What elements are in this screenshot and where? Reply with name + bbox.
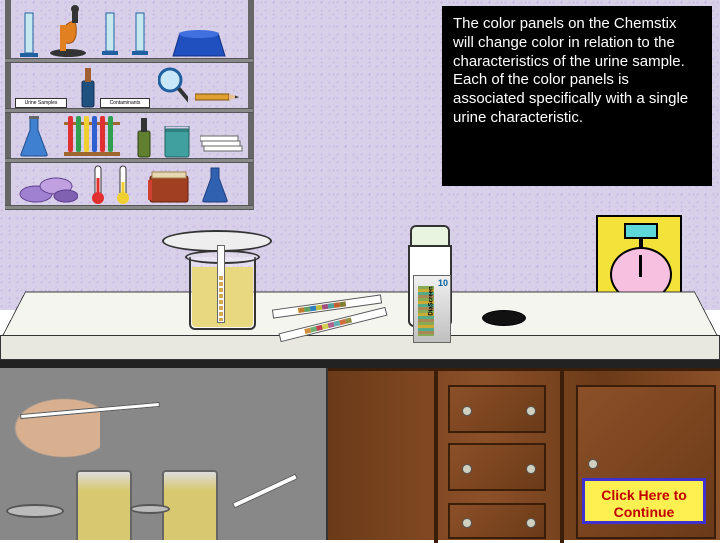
diascreen-label: 10 DiaScreen bbox=[413, 275, 451, 343]
urine-sample-cup[interactable] bbox=[185, 245, 260, 330]
timer-hand-icon bbox=[639, 255, 642, 277]
drawer-bottom[interactable] bbox=[448, 503, 546, 539]
diascreen-body: 10 DiaScreen bbox=[408, 245, 452, 327]
drawer-top[interactable] bbox=[448, 385, 546, 433]
centrifuge-icon[interactable] bbox=[168, 28, 230, 58]
continue-button[interactable]: Click Here to Continue bbox=[582, 478, 706, 524]
shelf-post-right bbox=[248, 0, 254, 210]
timer-start-button[interactable] bbox=[624, 223, 658, 239]
petri-dishes-icon[interactable] bbox=[18, 168, 78, 204]
shelf-board-4 bbox=[5, 205, 253, 210]
photo-cup-2-icon bbox=[162, 470, 218, 540]
magnifier-icon[interactable] bbox=[158, 66, 188, 108]
diascreen-number: 10 bbox=[438, 278, 448, 288]
photo-strip-2-icon bbox=[232, 473, 298, 508]
diascreen-brand: DiaScreen bbox=[429, 286, 435, 315]
photo-hand-icon bbox=[0, 378, 100, 478]
shelf-board-2 bbox=[5, 108, 253, 113]
photo-lid-2-icon bbox=[130, 504, 170, 514]
reference-photo bbox=[0, 368, 328, 540]
diascreen-container[interactable]: 10 DiaScreen bbox=[408, 225, 452, 330]
drawer-knob-icon bbox=[462, 406, 472, 416]
graduated-cylinder-1-icon[interactable] bbox=[18, 8, 40, 58]
instruction-panel: The color panels on the Chemstix will ch… bbox=[442, 6, 712, 186]
drawer-knob-icon bbox=[462, 464, 472, 474]
shelf-board-1 bbox=[5, 58, 253, 63]
continue-line1: Click Here to bbox=[601, 487, 687, 503]
test-tube-rack-icon[interactable] bbox=[62, 114, 122, 158]
diascreen-cap bbox=[410, 225, 450, 247]
graduated-cylinder-2-icon[interactable] bbox=[100, 8, 120, 56]
drawer-knob-icon bbox=[526, 518, 536, 528]
chemstix-in-cup-icon[interactable] bbox=[217, 245, 225, 323]
pencil-icon[interactable] bbox=[195, 88, 239, 108]
continue-line2: Continue bbox=[614, 504, 675, 520]
label-urine-samples: Urine Samples bbox=[15, 98, 67, 108]
slides-icon[interactable] bbox=[200, 132, 244, 158]
cabinet-divider-1 bbox=[434, 371, 438, 543]
flask-2-icon[interactable] bbox=[200, 166, 230, 204]
bench-front-edge bbox=[0, 335, 720, 360]
lab-scene: Urine Samples Contaminants The color pan… bbox=[0, 0, 720, 540]
graduated-cylinder-3-icon[interactable] bbox=[130, 8, 150, 56]
book-icon[interactable] bbox=[148, 170, 190, 204]
instruction-text: The color panels on the Chemstix will ch… bbox=[453, 15, 688, 126]
shelf-board-3 bbox=[5, 158, 253, 163]
drawer-knob-icon bbox=[526, 464, 536, 474]
drawer-middle[interactable] bbox=[448, 443, 546, 491]
lab-bench bbox=[0, 280, 720, 370]
thermometer-icon[interactable] bbox=[90, 164, 106, 204]
microscope-icon[interactable] bbox=[48, 5, 88, 57]
drawer-knob-icon bbox=[526, 406, 536, 416]
thermometer-2-icon[interactable] bbox=[115, 164, 131, 204]
dropper-bottle-1-icon[interactable] bbox=[78, 66, 98, 108]
flask-icon[interactable] bbox=[18, 116, 50, 158]
bench-trim bbox=[0, 360, 720, 368]
photo-lid-1-icon bbox=[6, 504, 64, 518]
beaker-1-icon[interactable] bbox=[162, 126, 192, 158]
container-cap-icon[interactable] bbox=[482, 310, 526, 326]
shelf-unit: Urine Samples Contaminants bbox=[0, 0, 255, 210]
door-knob-icon bbox=[588, 459, 598, 469]
drawer-knob-icon bbox=[462, 518, 472, 528]
photo-cup-1-icon bbox=[76, 470, 132, 540]
dropper-bottle-2-icon[interactable] bbox=[135, 116, 153, 158]
label-contaminants: Contaminants bbox=[100, 98, 150, 108]
cabinet-divider-2 bbox=[560, 371, 564, 543]
shelf-post-left bbox=[5, 0, 11, 210]
